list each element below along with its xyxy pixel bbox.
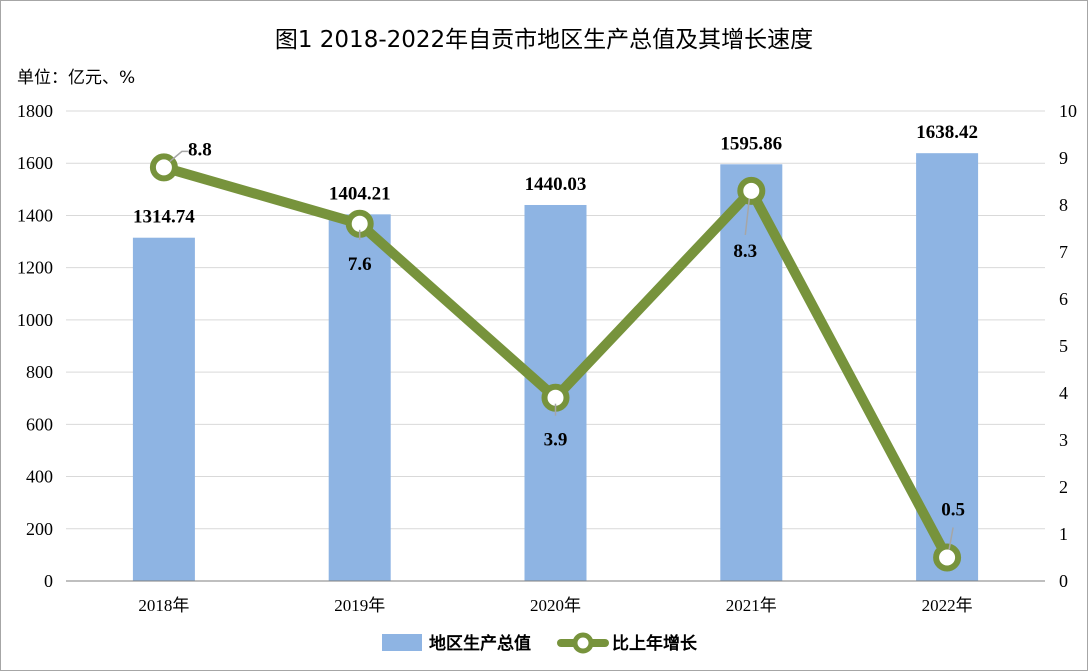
y-left-tick-label: 600 [26,414,53,434]
bar-series [132,153,979,582]
y-left-tick-label: 1200 [17,258,53,278]
y-right-tick-label: 5 [1059,336,1068,356]
y-left-tick-label: 800 [26,362,53,382]
y-right-tick-label: 7 [1059,242,1068,262]
bar-value-label: 1314.74 [133,207,195,228]
y-right-tick-label: 0 [1059,571,1068,591]
bar [328,214,391,582]
bar-value-label: 1595.86 [720,133,782,154]
legend-label-bar: 地区生产总值 [429,633,531,654]
line-value-label: 7.6 [348,254,372,275]
y-right-tick-label: 1 [1059,524,1068,544]
legend-swatch-bar [382,634,422,651]
y-right-tick-label: 9 [1059,148,1068,168]
legend-swatch-marker [572,632,594,654]
x-tick-label: 2018年 [138,596,189,615]
bar-value-label: 1638.42 [916,122,978,143]
y-left-tick-label: 1000 [17,310,53,330]
bar [132,237,195,581]
y-right-tick-label: 2 [1059,477,1068,497]
line-value-label: 8.8 [188,139,212,160]
y-right-tick-label: 10 [1059,101,1077,121]
line-value-label: 8.3 [733,241,757,262]
x-tick-label: 2019年 [334,596,385,615]
x-tick-label: 2021年 [726,596,777,615]
x-tick-label: 2020年 [530,596,581,615]
line-point [737,176,766,205]
unit-label: 单位：亿元、% [17,68,135,88]
data-labels: 1314.74 1404.21 1440.03 1595.86 1638.42 8.8 7.… [133,122,978,550]
y-left-tick-label: 1800 [17,101,53,121]
legend-label-line: 比上年增长 [612,633,698,654]
data-label-leader [744,198,751,235]
y-left-tick-label: 200 [26,519,53,539]
line-point [933,543,962,572]
bar-value-label: 1404.21 [329,183,391,204]
x-tick-label: 2022年 [922,596,973,615]
y-left-tick-label: 400 [26,467,53,487]
line-value-label: 0.5 [941,500,965,521]
chart-title: 图1 2018-2022年自贡市地区生产总值及其增长速度 [275,27,813,53]
data-label-leader [948,527,954,550]
y-right-tick-label: 3 [1059,430,1068,450]
y-right-tick-label: 8 [1059,195,1068,215]
line-point [149,153,178,182]
y-left-tick-label: 1400 [17,205,53,225]
y-left-tick-label: 1600 [17,153,53,173]
data-label-leader [169,150,188,162]
y-right-tick-label: 6 [1059,289,1068,309]
y-left-tick-label: 0 [44,571,53,591]
bar-value-label: 1440.03 [525,174,587,195]
axes: 0 200 400 600 800 1000 1200 1400 1600 1800 0 1 2 3 4 5 6… [17,101,1077,615]
y-right-tick-label: 4 [1059,383,1068,403]
line-value-label: 3.9 [544,430,568,451]
legend: 地区生产总值 比上年增长 [382,632,698,654]
